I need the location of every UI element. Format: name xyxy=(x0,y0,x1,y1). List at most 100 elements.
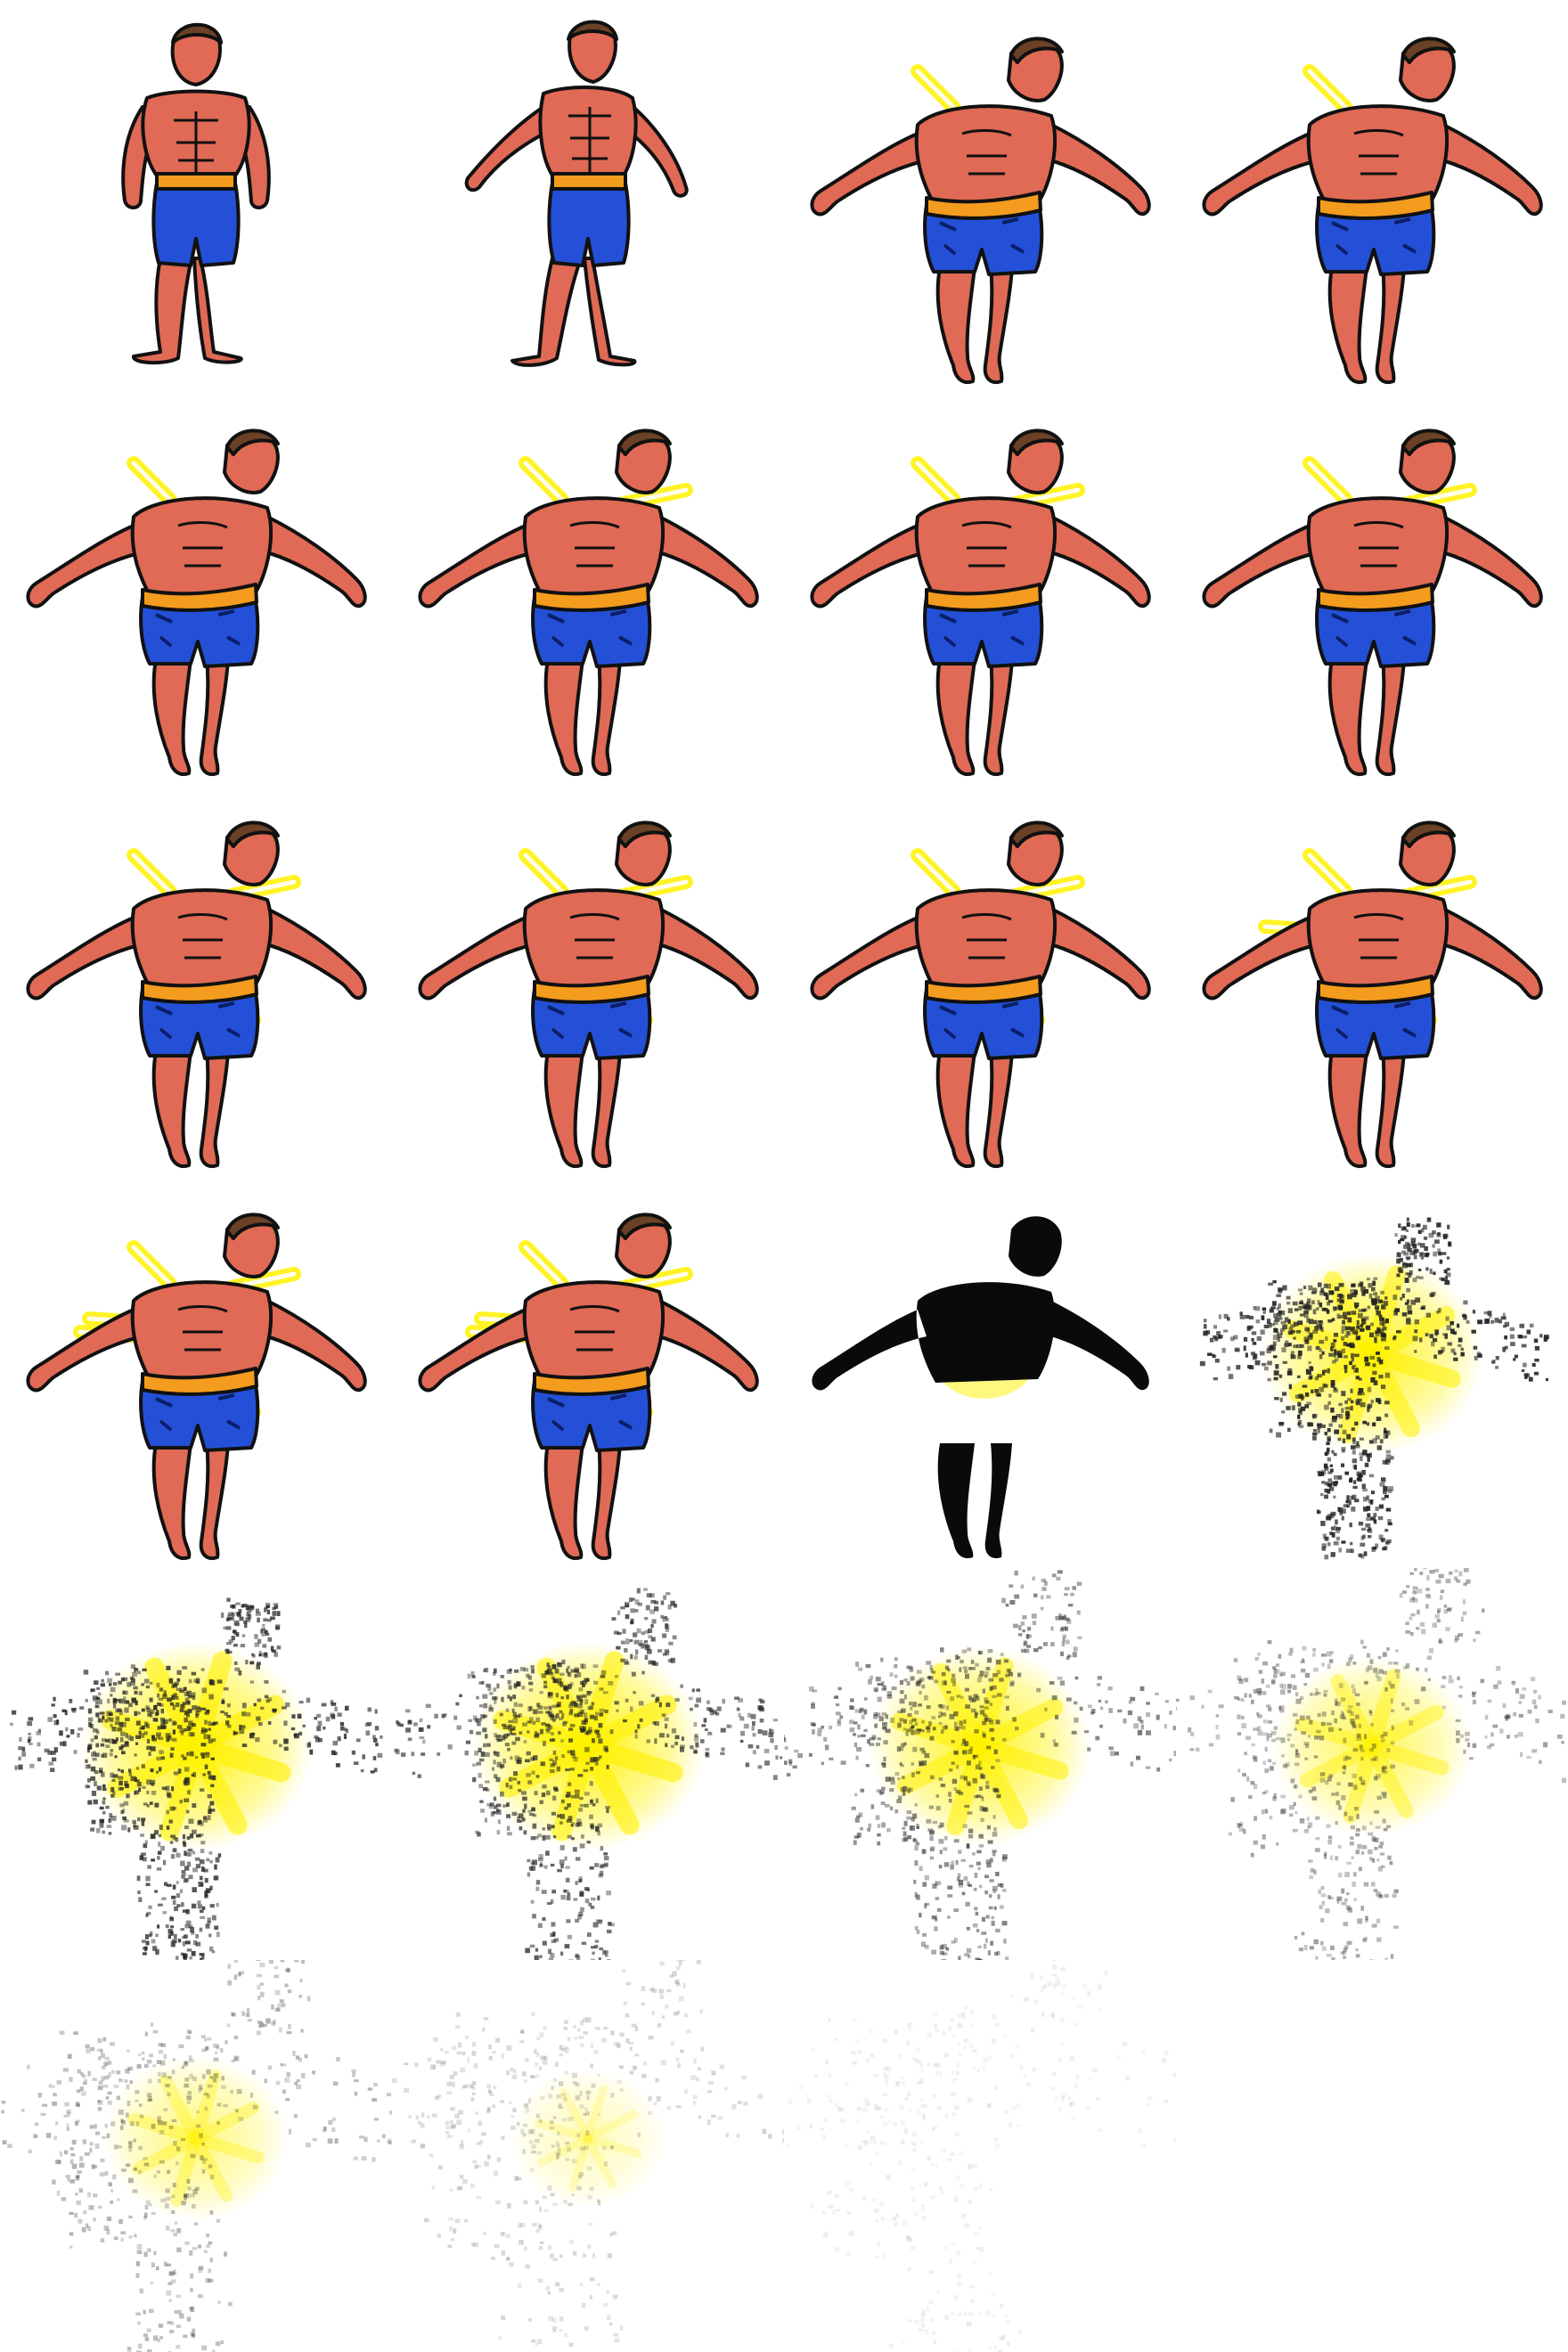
right-arm xyxy=(1042,515,1151,608)
dark-silhouette xyxy=(812,1216,1149,1559)
belt xyxy=(141,583,258,612)
sprite-frame-1 xyxy=(0,0,392,392)
belt xyxy=(141,975,258,1004)
hair xyxy=(1401,821,1456,848)
sprite-frame-21 xyxy=(0,1960,392,2352)
figure xyxy=(392,1960,784,2348)
right-leg xyxy=(983,657,1014,776)
sprite-frame-6 xyxy=(392,392,784,784)
right-leg xyxy=(983,265,1014,384)
right-arm xyxy=(650,907,759,1000)
right-leg xyxy=(591,1049,622,1168)
belt xyxy=(551,172,627,191)
sprite-frame-20 xyxy=(1176,1568,1568,1960)
left-leg xyxy=(935,1049,976,1168)
figure xyxy=(1202,821,1543,1168)
sprite-frame-12 xyxy=(1176,784,1568,1176)
figure xyxy=(810,37,1151,384)
right-leg xyxy=(1375,1049,1406,1168)
belt xyxy=(925,975,1042,1004)
hair xyxy=(225,1213,280,1240)
right-arm xyxy=(1434,123,1543,216)
left-leg xyxy=(151,657,192,776)
sprite-frame-24 xyxy=(1176,1960,1568,2352)
left-leg xyxy=(510,257,583,367)
hair xyxy=(1401,37,1456,64)
right-arm xyxy=(258,907,367,1000)
hair xyxy=(1401,429,1456,456)
belt xyxy=(155,172,237,191)
figure xyxy=(26,1213,367,1560)
figure xyxy=(26,821,367,1168)
sprite-frame-18 xyxy=(392,1568,784,1960)
sprite-frame-11 xyxy=(784,784,1176,1176)
left-leg xyxy=(1327,265,1368,384)
sprite-frame-8 xyxy=(1176,392,1568,784)
figure xyxy=(464,20,689,367)
energy-glow xyxy=(1272,1656,1472,1836)
left-arm xyxy=(810,916,928,1000)
shorts xyxy=(151,181,241,267)
figure xyxy=(1,1960,392,2352)
figure xyxy=(810,821,1151,1168)
right-leg xyxy=(591,1441,622,1560)
right-arm xyxy=(1434,515,1543,608)
left-arm xyxy=(810,524,928,608)
figure xyxy=(1202,37,1543,384)
right-arm xyxy=(258,515,367,608)
right-leg xyxy=(192,257,243,364)
belt xyxy=(1317,583,1434,612)
sprite-frame-9 xyxy=(0,784,392,1176)
left-leg xyxy=(543,657,584,776)
figure xyxy=(418,821,759,1168)
hair xyxy=(225,429,280,456)
belt xyxy=(533,583,650,612)
figure xyxy=(394,1588,783,1960)
right-leg xyxy=(199,657,230,776)
belt xyxy=(141,1367,258,1396)
right-leg xyxy=(199,1049,230,1168)
hair xyxy=(567,20,618,41)
right-leg xyxy=(199,1441,230,1560)
left-arm xyxy=(418,1308,536,1392)
left-leg xyxy=(1327,1049,1368,1168)
energy-glow xyxy=(104,2055,288,2221)
left-arm xyxy=(1202,524,1320,608)
left-arm xyxy=(810,132,928,216)
figure xyxy=(26,429,367,776)
left-leg xyxy=(935,657,976,776)
right-arm xyxy=(1042,907,1151,1000)
belt xyxy=(1317,975,1434,1004)
right-arm xyxy=(258,1299,367,1392)
sprite-frame-14 xyxy=(392,1176,784,1568)
sprite-frame-23 xyxy=(784,1960,1176,2352)
left-leg xyxy=(543,1441,584,1560)
hair xyxy=(225,821,280,848)
right-leg xyxy=(1375,265,1406,384)
figure xyxy=(418,429,759,776)
energy-glow xyxy=(510,2067,666,2209)
figure xyxy=(121,22,271,364)
sprite-frame-10 xyxy=(392,784,784,1176)
hair xyxy=(617,1213,672,1240)
left-arm xyxy=(26,916,144,1000)
figure xyxy=(10,1597,383,1960)
sprite-frame-3 xyxy=(784,0,1176,392)
right-leg xyxy=(591,657,622,776)
hair xyxy=(617,429,672,456)
belt xyxy=(533,1367,650,1396)
figure xyxy=(784,1570,1176,1960)
figure xyxy=(1199,1217,1549,1560)
belt xyxy=(925,191,1042,220)
hair xyxy=(171,22,223,45)
left-arm xyxy=(1202,132,1320,216)
hair xyxy=(1009,37,1064,64)
figure xyxy=(812,1216,1149,1559)
sprite-frame-5 xyxy=(0,392,392,784)
figure xyxy=(1202,429,1543,776)
belt xyxy=(1317,191,1434,220)
left-arm xyxy=(464,105,554,192)
right-leg xyxy=(1375,657,1406,776)
torso xyxy=(538,86,638,180)
hair xyxy=(617,821,672,848)
